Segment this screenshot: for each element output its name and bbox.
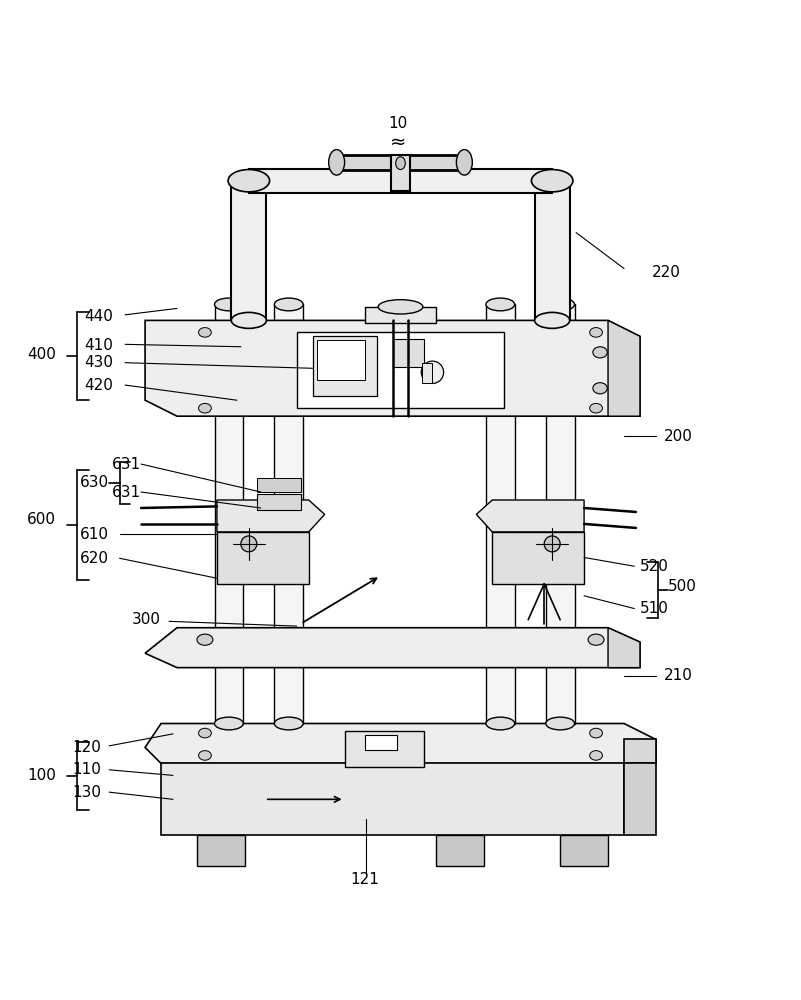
Ellipse shape [545, 717, 574, 730]
Text: 520: 520 [640, 559, 669, 574]
Bar [364, 307, 437, 323]
Polygon shape [624, 739, 656, 763]
Text: 510: 510 [640, 601, 669, 616]
Bar [197, 835, 245, 866]
Ellipse shape [545, 298, 574, 311]
Bar [392, 339, 425, 367]
Ellipse shape [593, 383, 607, 394]
Text: 220: 220 [652, 265, 681, 280]
Text: 121: 121 [350, 872, 379, 887]
Text: 610: 610 [80, 527, 109, 542]
Ellipse shape [534, 173, 570, 189]
Bar [422, 363, 433, 383]
Bar [312, 336, 376, 396]
Text: 100: 100 [27, 768, 56, 783]
Bar [344, 731, 425, 767]
Ellipse shape [199, 328, 211, 337]
Text: 130: 130 [72, 785, 101, 800]
Text: 200: 200 [664, 429, 693, 444]
Text: 110: 110 [72, 762, 101, 777]
Text: 400: 400 [27, 347, 56, 362]
Ellipse shape [590, 328, 602, 337]
Bar [257, 494, 300, 510]
Bar [257, 478, 300, 492]
Text: 500: 500 [668, 579, 697, 594]
Text: 631: 631 [112, 485, 141, 500]
Bar [249, 169, 552, 193]
Ellipse shape [199, 751, 211, 760]
Polygon shape [477, 500, 584, 532]
Polygon shape [493, 532, 584, 584]
Ellipse shape [531, 170, 573, 192]
Polygon shape [608, 628, 640, 668]
Text: 210: 210 [664, 668, 693, 683]
Text: 120: 120 [72, 740, 101, 755]
Bar [560, 835, 608, 866]
Bar [275, 304, 303, 724]
Bar [316, 340, 364, 380]
Ellipse shape [241, 536, 257, 552]
Ellipse shape [534, 173, 570, 189]
Ellipse shape [544, 536, 560, 552]
Polygon shape [217, 500, 324, 532]
Ellipse shape [590, 728, 602, 738]
Ellipse shape [593, 347, 607, 358]
Polygon shape [145, 320, 640, 416]
Polygon shape [145, 628, 640, 668]
Ellipse shape [328, 150, 344, 175]
Ellipse shape [197, 634, 213, 645]
Ellipse shape [588, 634, 604, 645]
Bar [296, 332, 505, 408]
Ellipse shape [590, 403, 602, 413]
Ellipse shape [199, 728, 211, 738]
Ellipse shape [275, 717, 303, 730]
Polygon shape [217, 532, 308, 584]
Polygon shape [608, 320, 640, 416]
Text: 10: 10 [388, 116, 408, 131]
Text: 620: 620 [80, 551, 109, 566]
Polygon shape [161, 763, 624, 835]
Text: 631: 631 [112, 457, 141, 472]
Bar [215, 304, 244, 724]
Text: 440: 440 [84, 309, 113, 324]
Bar [364, 735, 396, 750]
Ellipse shape [421, 361, 444, 383]
Bar [486, 304, 515, 724]
Ellipse shape [396, 157, 405, 170]
Ellipse shape [231, 173, 267, 189]
Bar [391, 155, 410, 191]
Ellipse shape [215, 298, 244, 311]
Polygon shape [624, 763, 656, 835]
Text: 430: 430 [84, 355, 113, 370]
Ellipse shape [590, 751, 602, 760]
Bar [231, 181, 267, 320]
Ellipse shape [486, 717, 515, 730]
Ellipse shape [215, 717, 244, 730]
Text: 410: 410 [84, 338, 113, 353]
Ellipse shape [457, 150, 473, 175]
Ellipse shape [275, 298, 303, 311]
Text: 600: 600 [26, 512, 56, 527]
Bar [437, 835, 485, 866]
Bar [545, 304, 574, 724]
Bar [336, 155, 465, 170]
Ellipse shape [228, 170, 270, 192]
Text: 420: 420 [84, 378, 113, 393]
Text: 630: 630 [80, 475, 109, 490]
Ellipse shape [486, 298, 515, 311]
Ellipse shape [378, 300, 423, 314]
Ellipse shape [534, 312, 570, 328]
Polygon shape [145, 724, 656, 763]
Ellipse shape [231, 173, 267, 189]
Ellipse shape [199, 403, 211, 413]
Text: 300: 300 [132, 612, 161, 627]
Text: ≈: ≈ [390, 133, 406, 152]
Ellipse shape [231, 312, 267, 328]
Bar [534, 181, 570, 320]
